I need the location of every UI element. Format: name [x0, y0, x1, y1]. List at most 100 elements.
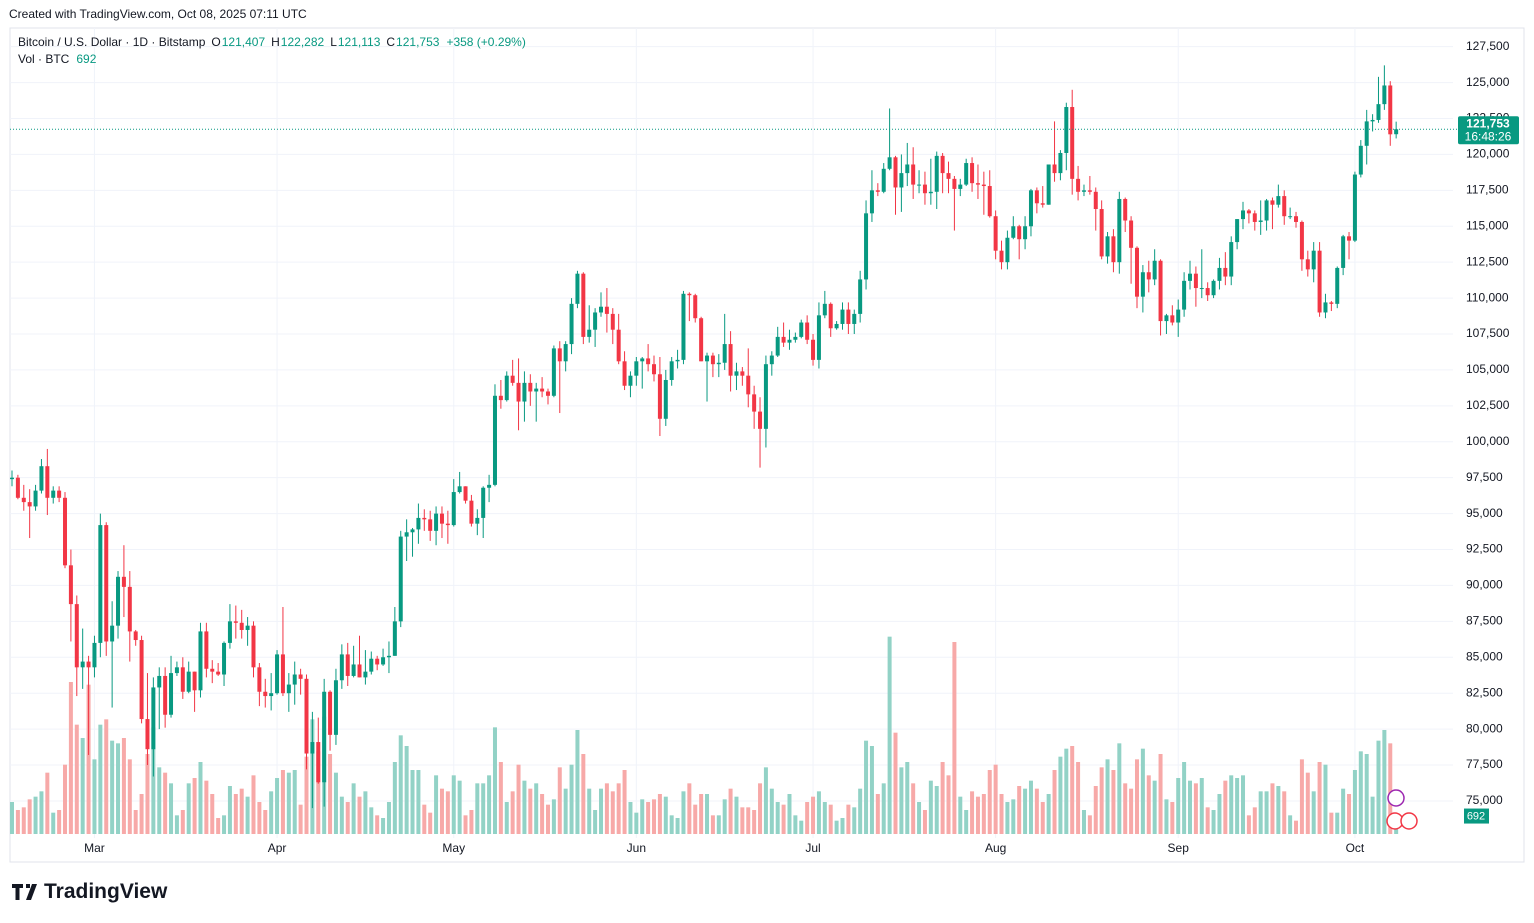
volume-bar [304, 756, 309, 834]
candle-body [964, 163, 969, 185]
candle-body [151, 687, 156, 750]
volume-bar [1341, 788, 1346, 834]
volume-bar [1146, 775, 1151, 834]
volume-bar [922, 810, 927, 834]
volume-bar [92, 759, 97, 834]
candle-body [351, 664, 356, 676]
volume-bar [1252, 807, 1257, 834]
volume-bar [1199, 778, 1204, 834]
candle-body [1111, 236, 1116, 263]
ohlc-key: H [271, 35, 280, 49]
volume-bar [687, 783, 692, 834]
candle-body [198, 631, 203, 691]
candle-body [386, 655, 391, 658]
volume-bar [292, 770, 297, 834]
volume-bar [328, 754, 333, 834]
ohlc-value: 122,282 [280, 35, 325, 49]
candle-body [375, 658, 380, 665]
candle-body [469, 500, 474, 524]
volume-bar [1305, 772, 1310, 834]
candle-body [593, 312, 598, 330]
y-tick-label: 100,000 [1466, 434, 1510, 448]
volume-bar [728, 788, 733, 834]
candle-body [339, 654, 344, 681]
candle-body [1347, 236, 1352, 241]
candle-body [811, 339, 816, 360]
candle-body [304, 678, 309, 754]
volume-bar [710, 815, 715, 834]
candle-body [51, 490, 56, 498]
candle-body [481, 487, 486, 518]
candle-body [169, 673, 174, 715]
candle-body [298, 674, 303, 679]
x-tick-label: Jul [805, 841, 820, 855]
candle-body [663, 379, 668, 419]
volume-bar [1176, 778, 1181, 834]
volume-bar [104, 719, 109, 834]
volume-bar [1299, 759, 1304, 834]
candle-body [1040, 203, 1045, 205]
candle-body [652, 364, 657, 375]
volume-bar [10, 802, 14, 834]
candle-body [157, 675, 162, 688]
candle-body [1017, 226, 1022, 240]
candle-body [599, 306, 603, 313]
ohlc-field: O121,407 [211, 34, 265, 51]
volume-bar [487, 775, 492, 834]
candle-body [681, 293, 686, 360]
candle-body [133, 631, 138, 641]
ohlc-row: Bitcoin / U.S. Dollar · 1D · Bitstamp O1… [18, 34, 526, 51]
candle-body [622, 361, 627, 386]
logo-text: TradingView [44, 880, 168, 903]
volume-bar [928, 780, 933, 834]
volume-bar [1170, 802, 1175, 834]
volume-bar [911, 783, 916, 834]
candle-body [222, 642, 227, 675]
candle-body [210, 668, 215, 672]
candle-body [121, 576, 126, 587]
volume-bar [793, 815, 798, 834]
volume-bar [186, 783, 191, 834]
volume-bar [169, 783, 174, 834]
volume-bar [45, 772, 50, 834]
candle-body [828, 303, 833, 329]
candle-body [575, 273, 580, 304]
volume-bar [133, 810, 138, 834]
candle-body [57, 490, 62, 498]
candle-body [834, 323, 839, 329]
candle-body [557, 348, 562, 362]
last-price-tag [1458, 116, 1519, 145]
volume-bar [121, 738, 126, 834]
candle-body [398, 536, 403, 622]
candle-body [840, 309, 845, 324]
volume-bar [716, 815, 721, 834]
candle-body [1388, 85, 1393, 135]
volume-bar [1070, 746, 1075, 834]
candle-body [1099, 209, 1104, 257]
candle-body [758, 411, 763, 429]
volume-bar [1323, 764, 1328, 834]
candle-body [970, 163, 975, 184]
volume-bar [1152, 780, 1157, 834]
candle-body [881, 168, 886, 192]
candle-body [545, 391, 550, 396]
volume-bar [1382, 730, 1387, 834]
volume-bar [705, 794, 710, 834]
candle-body [416, 517, 421, 530]
candle-body [381, 657, 386, 665]
y-tick-label: 112,500 [1466, 254, 1509, 268]
volume-bar [1205, 807, 1210, 834]
volume-tag-label: 692 [1467, 810, 1485, 822]
ohlc-value: 121,113 [337, 35, 381, 49]
volume-bar [492, 727, 497, 834]
volume-bar [970, 791, 975, 834]
volume-bar [428, 812, 433, 834]
candle-body [610, 313, 615, 330]
volume-bar [298, 804, 303, 834]
candle-body [746, 375, 751, 395]
volume-value: 692 [76, 52, 97, 66]
candle-body [1288, 216, 1293, 218]
volume-bar [198, 762, 203, 834]
candle-body [186, 671, 191, 692]
